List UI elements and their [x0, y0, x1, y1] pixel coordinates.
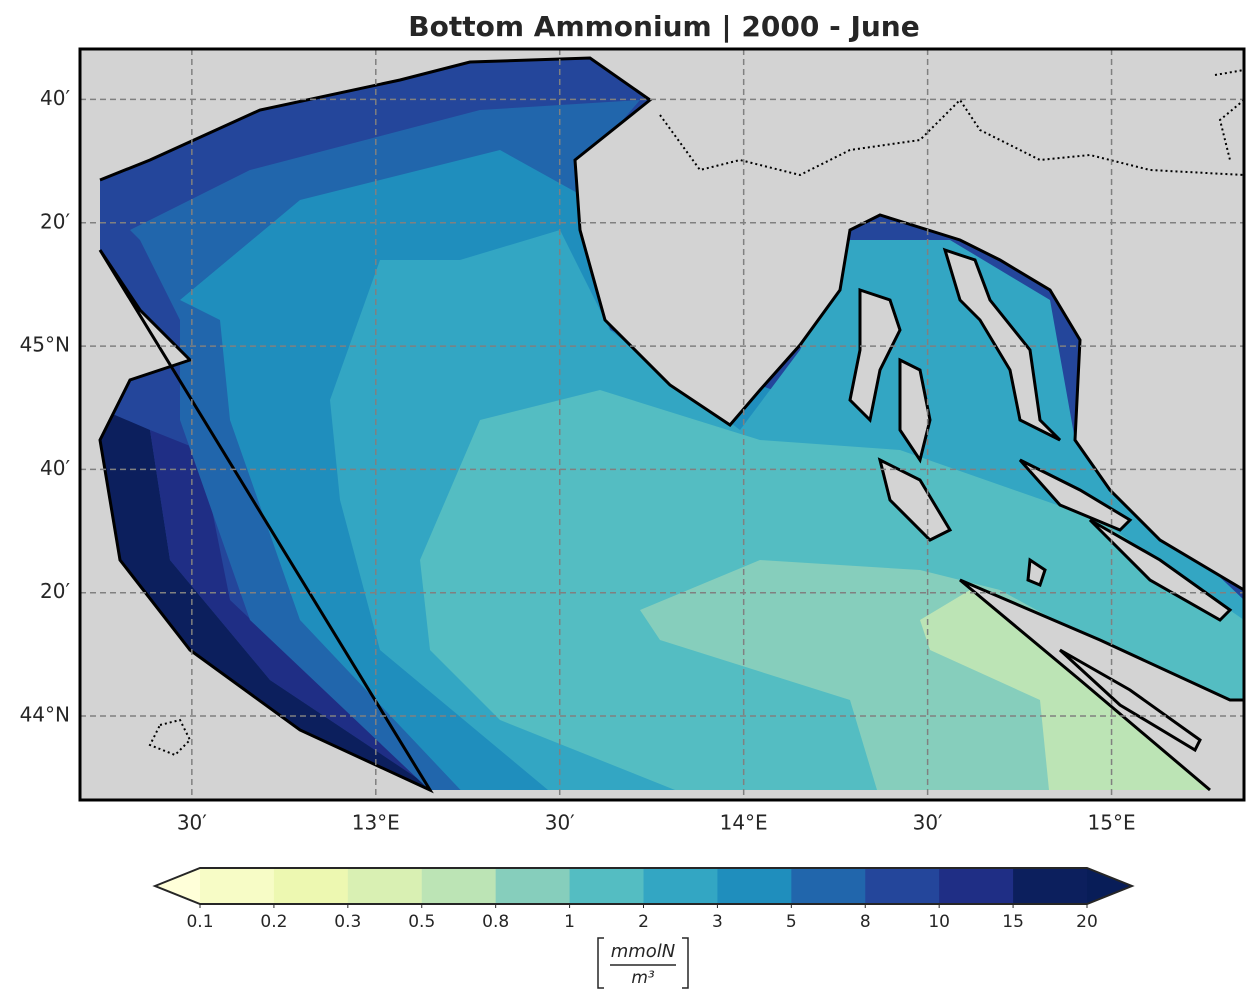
colorbar-tick-label: 20: [1076, 912, 1098, 932]
colorbar-tick-label: 8: [860, 912, 871, 932]
y-tick-label: 45°N: [20, 333, 70, 357]
colorbar-label-numerator: mmolN: [611, 941, 676, 962]
colorbar-label: mmolN m³: [597, 937, 689, 989]
island: [1058, 648, 1202, 753]
island: [848, 287, 902, 424]
colorbar-swatch: [569, 868, 644, 904]
colorbar-tick-label: 0.1: [186, 912, 213, 932]
colorbar-tick-label: 10: [928, 912, 950, 932]
colorbar-extend-min: [155, 868, 200, 904]
island: [1088, 518, 1233, 622]
x-tick-label: 15°E: [1088, 811, 1136, 835]
colorbar-swatch: [273, 868, 349, 904]
map-title: Bottom Ammonium | 2000 - June: [408, 10, 919, 43]
island: [898, 357, 932, 464]
map: [78, 47, 1246, 802]
map-frame: [78, 47, 1246, 802]
colorbar-tick-label: 5: [786, 912, 797, 932]
colorbar-swatch: [421, 868, 497, 904]
y-tick-label: 20′: [40, 209, 70, 233]
y-tick-label: 44°N: [20, 703, 70, 727]
grid: [80, 49, 1244, 800]
x-tick-label: 30′: [177, 811, 207, 835]
colorbar-swatch: [865, 868, 940, 904]
colorbar-tick-label: 0.2: [260, 912, 287, 932]
y-tick-label: 40′: [40, 86, 70, 110]
island: [1018, 458, 1133, 532]
coastline: [98, 56, 1245, 794]
colorbar-tick-label: 2: [638, 912, 649, 932]
colorbar-tick-label: 0.3: [334, 912, 361, 932]
x-tick-label: 30′: [913, 811, 943, 835]
colorbar-swatch: [791, 868, 866, 904]
colorbar-swatch: [200, 868, 275, 904]
colorbar-tick-label: 0.8: [482, 912, 509, 932]
colorbar-tick-label: 0.5: [408, 912, 435, 932]
colorbar-swatch: [495, 868, 571, 904]
colorbar-swatch: [1013, 868, 1088, 904]
y-tick-label: 40′: [40, 456, 70, 480]
y-tick-label: 20′: [40, 579, 70, 603]
island: [942, 247, 1062, 442]
island: [1026, 557, 1047, 588]
x-tick-label: 13°E: [352, 811, 400, 835]
brackets: [597, 937, 689, 989]
colorbar-tick-label: 3: [712, 912, 723, 932]
x-tick-label: 30′: [545, 811, 575, 835]
x-tick-label: 14°E: [720, 811, 768, 835]
contour-band: [150, 430, 460, 790]
island: [877, 457, 953, 542]
colorbar-swatch: [643, 868, 718, 904]
colorbar-swatch: [939, 868, 1014, 904]
colorbar-tick-label: 1: [564, 912, 575, 932]
colorbar-label-denominator: m³: [631, 968, 655, 988]
islands: [848, 247, 1233, 753]
colorbar-tick-label: 15: [1002, 912, 1024, 932]
border: [148, 69, 1245, 757]
colorbar: 0.1 0.2 0.3 0.5 0.8 1 2 3 5 8 10 15 20: [152, 867, 1135, 932]
colorbar-extend-max: [1087, 868, 1132, 904]
colorbar-swatch: [717, 868, 792, 904]
colorbar-swatch: [347, 868, 423, 904]
